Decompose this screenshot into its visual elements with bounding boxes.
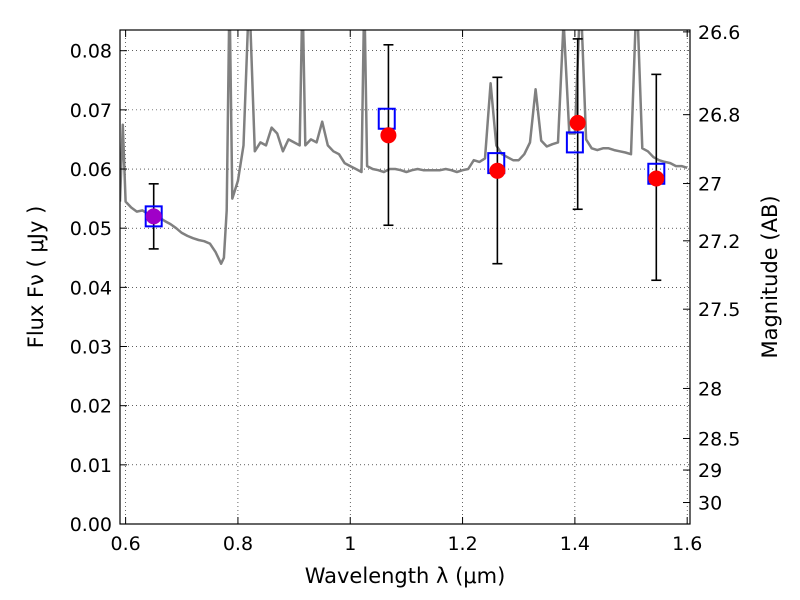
mag-tick-label: 27.5 <box>698 299 740 321</box>
x-tick-label: 1.2 <box>447 533 477 555</box>
observed-point <box>489 162 506 179</box>
x-tick-label: 1.4 <box>560 533 590 555</box>
mag-tick-label: 29 <box>698 460 722 482</box>
x-tick-label: 0.6 <box>111 533 141 555</box>
y-tick-label: 0.01 <box>70 455 112 477</box>
observed-point <box>569 114 586 131</box>
y-tick-label: 0.04 <box>70 277 112 299</box>
spectrum-line <box>120 30 688 265</box>
y-tick-label: 0.08 <box>70 41 112 63</box>
mag-tick-label: 30 <box>698 493 722 515</box>
axis-ticks: 0.6 0.8 1 1.2 1.4 1.6 0.00 0.01 0.02 0.03 0.04 0.05… <box>70 22 741 555</box>
mag-tick-label: 28 <box>698 378 722 400</box>
y-tick-label: 0.06 <box>70 159 112 181</box>
model-square <box>377 107 396 130</box>
mag-tick-label: 27 <box>698 174 722 196</box>
observed-point <box>380 127 397 144</box>
x-tick-label: 0.8 <box>223 533 253 555</box>
x-axis-label: Wavelength λ (μm) <box>305 564 506 588</box>
x-tick-label: 1.6 <box>672 533 702 555</box>
mag-tick-label: 27.2 <box>698 231 740 253</box>
observed-photometry-points <box>145 114 665 225</box>
x-tick-label: 1 <box>344 533 356 555</box>
y-tick-label: 0.03 <box>70 337 112 359</box>
right-axis-label: Magnitude (AB) <box>758 195 782 358</box>
mag-tick-label: 28.5 <box>698 428 740 450</box>
plot-frame <box>119 29 691 525</box>
observed-point <box>145 208 162 225</box>
grid-lines <box>120 30 690 525</box>
y-tick-label: 0.02 <box>70 396 112 418</box>
model-spectrum <box>120 30 688 265</box>
mag-tick-label: 26.6 <box>698 22 740 44</box>
y-axis-label: Flux Fν ( μJy ) <box>24 206 48 349</box>
observed-point <box>648 170 665 187</box>
mag-tick-label: 26.8 <box>698 105 740 127</box>
y-tick-label: 0.05 <box>70 218 112 240</box>
y-tick-label: 0.07 <box>70 100 112 122</box>
model-square <box>565 131 584 154</box>
y-tick-label: 0.00 <box>70 514 112 536</box>
